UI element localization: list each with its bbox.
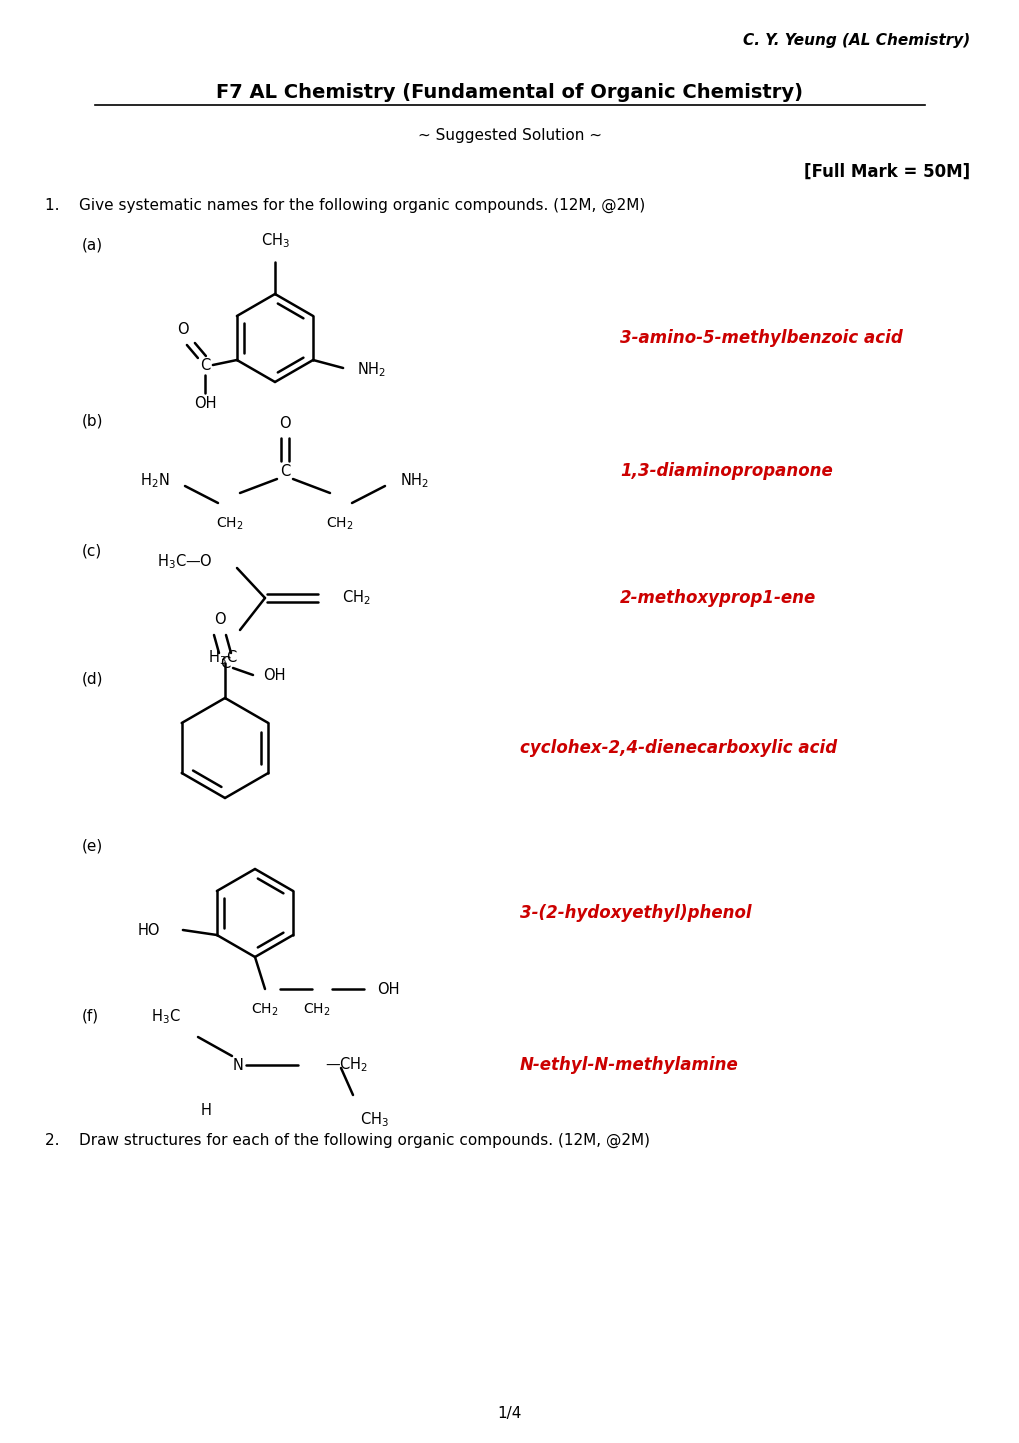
Text: CH$_3$: CH$_3$: [260, 231, 289, 250]
Text: ~ Suggested Solution ~: ~ Suggested Solution ~: [418, 128, 601, 143]
Text: 1/4: 1/4: [497, 1405, 522, 1421]
Text: [Full Mark = 50M]: [Full Mark = 50M]: [803, 163, 969, 180]
Text: CH$_3$: CH$_3$: [360, 1110, 388, 1128]
Text: 3-amino-5-methylbenzoic acid: 3-amino-5-methylbenzoic acid: [620, 329, 902, 346]
Text: N-ethyl-N-methylamine: N-ethyl-N-methylamine: [520, 1056, 738, 1074]
Text: CH$_2$: CH$_2$: [341, 589, 370, 608]
Text: F7 AL Chemistry (Fundamental of Organic Chemistry): F7 AL Chemistry (Fundamental of Organic …: [216, 84, 803, 102]
Text: H$_3$C—O: H$_3$C—O: [157, 553, 213, 571]
Text: O: O: [214, 612, 225, 626]
Text: H$_3$C: H$_3$C: [208, 648, 237, 667]
Text: C: C: [279, 463, 289, 479]
Text: O: O: [279, 416, 290, 430]
Text: OH: OH: [263, 668, 285, 683]
Text: OH: OH: [194, 395, 216, 410]
Text: N: N: [232, 1058, 244, 1072]
Text: HO: HO: [138, 922, 160, 938]
Text: C: C: [220, 655, 230, 671]
Text: cyclohex-2,4-dienecarboxylic acid: cyclohex-2,4-dienecarboxylic acid: [520, 739, 837, 758]
Text: NH$_2$: NH$_2$: [399, 472, 429, 491]
Text: 1.    Give systematic names for the following organic compounds. (12M, @2M): 1. Give systematic names for the followi…: [45, 198, 645, 214]
Text: —CH$_2$: —CH$_2$: [325, 1056, 368, 1075]
Text: CH$_2$: CH$_2$: [251, 1001, 278, 1019]
Text: O: O: [177, 322, 189, 336]
Text: (a): (a): [82, 238, 103, 253]
Text: NH$_2$: NH$_2$: [357, 361, 386, 380]
Text: 1,3-diaminopropanone: 1,3-diaminopropanone: [620, 462, 832, 481]
Text: CH$_2$: CH$_2$: [216, 517, 244, 532]
Text: (c): (c): [82, 543, 102, 558]
Text: H: H: [201, 1102, 211, 1118]
Text: H$_2$N: H$_2$N: [141, 472, 170, 491]
Text: CH$_2$: CH$_2$: [326, 517, 354, 532]
Text: 3-(2-hydoxyethyl)phenol: 3-(2-hydoxyethyl)phenol: [520, 903, 751, 922]
Text: (d): (d): [82, 671, 103, 685]
Text: CH$_2$: CH$_2$: [303, 1001, 330, 1019]
Text: (e): (e): [82, 838, 103, 853]
Text: C: C: [200, 358, 210, 372]
Text: H$_3$C: H$_3$C: [151, 1007, 180, 1026]
Text: 2.    Draw structures for each of the following organic compounds. (12M, @2M): 2. Draw structures for each of the follo…: [45, 1133, 649, 1149]
Text: (f): (f): [82, 1009, 99, 1023]
Text: 2-methoxyprop1-ene: 2-methoxyprop1-ene: [620, 589, 815, 608]
Text: OH: OH: [377, 981, 399, 997]
Text: (b): (b): [82, 413, 103, 429]
Text: C. Y. Yeung (AL Chemistry): C. Y. Yeung (AL Chemistry): [742, 33, 969, 48]
